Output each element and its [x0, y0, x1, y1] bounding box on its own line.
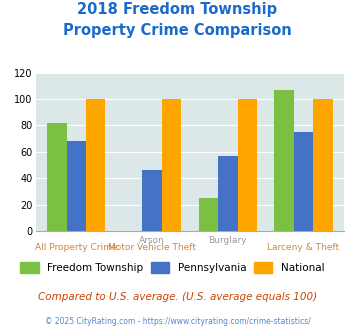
Text: Property Crime Comparison: Property Crime Comparison — [63, 23, 292, 38]
Text: © 2025 CityRating.com - https://www.cityrating.com/crime-statistics/: © 2025 CityRating.com - https://www.city… — [45, 317, 310, 326]
Bar — [199, 198, 218, 231]
Text: Arson: Arson — [139, 236, 165, 245]
Text: 2018 Freedom Township: 2018 Freedom Township — [77, 2, 278, 16]
Bar — [47, 123, 67, 231]
Bar — [67, 141, 86, 231]
Bar — [313, 99, 333, 231]
Bar — [218, 156, 237, 231]
Legend: Freedom Township, Pennsylvania, National: Freedom Township, Pennsylvania, National — [16, 258, 328, 277]
Bar — [294, 132, 313, 231]
Text: Motor Vehicle Theft: Motor Vehicle Theft — [108, 243, 196, 251]
Bar — [162, 99, 181, 231]
Bar — [237, 99, 257, 231]
Text: Compared to U.S. average. (U.S. average equals 100): Compared to U.S. average. (U.S. average … — [38, 292, 317, 302]
Bar — [142, 170, 162, 231]
Text: Larceny & Theft: Larceny & Theft — [268, 243, 340, 251]
Text: All Property Crime: All Property Crime — [35, 243, 118, 251]
Bar — [274, 90, 294, 231]
Text: Burglary: Burglary — [208, 236, 247, 245]
Bar — [86, 99, 105, 231]
